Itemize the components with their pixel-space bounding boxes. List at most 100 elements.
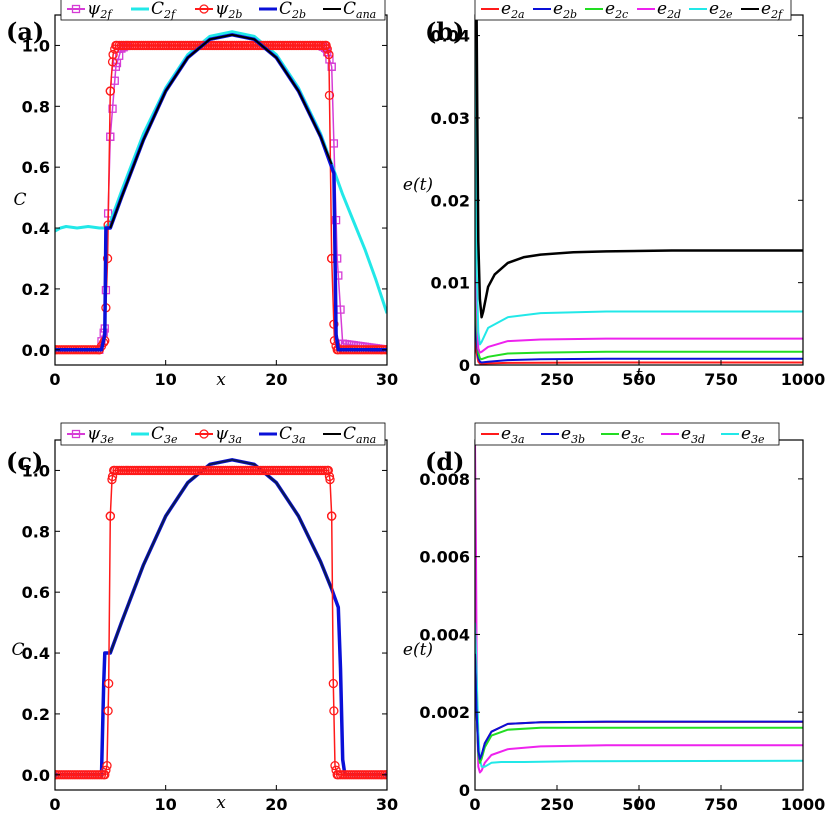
- panel-a: 0 10 20 300.00.20.40.60.81.0xC(a)ψ2f C2f ψ2b C…: [6, 0, 398, 390]
- legend-label-base: ψ: [87, 0, 101, 19]
- y-tick-label: 0.8: [22, 522, 50, 541]
- y-tick-label: 0.002: [419, 703, 470, 722]
- y-tick-label: 0.4: [22, 219, 50, 238]
- legend-label: ψ2f: [87, 0, 113, 21]
- marker-ψ3a: [101, 765, 111, 775]
- legend-label-base: ψ: [215, 424, 229, 444]
- legend-label-sub: ana: [356, 433, 376, 446]
- x-tick-label: 0: [49, 370, 60, 389]
- y-tick-label: 0.03: [431, 109, 470, 128]
- marker-ψ3a: [109, 465, 119, 476]
- legend: ψ3e C3e ψ3a C3a Cana: [60, 422, 386, 446]
- x-tick-label: 0: [49, 795, 60, 814]
- x-tick-label: 1000: [781, 370, 826, 389]
- x-tick-label: 500: [622, 795, 655, 814]
- legend-label: Cana: [343, 0, 376, 21]
- marker-ψ2b: [108, 49, 118, 60]
- legend-label-sub: ana: [356, 8, 376, 21]
- legend-label: e2a: [501, 0, 525, 21]
- x-axis-label: x: [216, 370, 226, 390]
- marker-ψ3a: [332, 770, 342, 780]
- marker-ψ2b: [321, 40, 331, 51]
- legend-box: [60, 422, 386, 446]
- marker-ψ3a: [323, 465, 333, 476]
- legend-box: [60, 0, 386, 21]
- y-tick-label: 0.04: [431, 27, 470, 46]
- x-tick-label: 750: [704, 370, 737, 389]
- legend-label-base: e: [501, 0, 511, 19]
- legend-label-base: e: [741, 424, 751, 444]
- marker-ψ3a: [105, 511, 115, 521]
- legend-label-sub: 2b: [562, 8, 577, 21]
- legend-marker: [71, 429, 81, 439]
- legend-label-sub: 3e: [751, 433, 765, 446]
- panel-c: 0 10 20 300.00.20.40.60.81.0xC(c)ψ3e C3e ψ3a C…: [6, 422, 398, 814]
- legend-label-base: e: [709, 0, 719, 19]
- y-axis-label: C: [11, 640, 24, 660]
- legend-label-sub: 3e: [100, 433, 114, 446]
- legend-label: ψ3a: [215, 424, 242, 446]
- legend-label-sub: 3e: [164, 433, 178, 446]
- legend-label-base: e: [501, 424, 511, 444]
- legend-label: C2b: [279, 0, 306, 21]
- legend-label-base: e: [605, 0, 615, 19]
- legend-label-base: e: [681, 424, 691, 444]
- legend-label-base: C: [343, 0, 356, 19]
- panel-label: (b): [425, 17, 465, 46]
- x-tick-label: 0: [469, 795, 480, 814]
- marker-ψ2b: [107, 57, 118, 67]
- y-tick-label: 0.0: [22, 766, 50, 785]
- series-group: [55, 30, 387, 355]
- y-tick-label: 0: [459, 781, 470, 800]
- legend-label-sub: 3a: [511, 433, 525, 446]
- legend-label: e2c: [605, 0, 628, 21]
- legend-label-sub: 2e: [718, 8, 733, 21]
- legend-label-base: C: [343, 424, 356, 444]
- x-tick-label: 20: [265, 795, 287, 814]
- series-line-e2f: [475, 15, 803, 319]
- legend-label-base: e: [657, 0, 667, 19]
- series-line-Cana: [109, 33, 333, 229]
- x-tick-label: 10: [155, 795, 177, 814]
- marker-ψ3a: [102, 761, 112, 771]
- panel-label: (a): [6, 17, 44, 46]
- series-group: [55, 458, 387, 780]
- legend-label: C3a: [279, 424, 306, 446]
- legend-label-sub: 2b: [227, 8, 242, 21]
- x-axis-label: t: [636, 793, 643, 813]
- legend-label-sub: 2d: [666, 8, 681, 21]
- x-tick-label: 10: [155, 370, 177, 389]
- y-tick-label: 0.6: [22, 583, 50, 602]
- x-tick-label: 1000: [781, 795, 826, 814]
- legend-label: C3e: [151, 424, 178, 446]
- legend-label-base: C: [151, 424, 164, 444]
- legend-label: ψ3e: [87, 424, 114, 446]
- marker-ψ3a: [100, 770, 110, 780]
- y-tick-label: 0: [459, 356, 470, 375]
- marker-ψ3a: [104, 678, 114, 689]
- y-tick-label: 0.8: [22, 97, 50, 116]
- y-tick-label: 0.02: [431, 191, 470, 210]
- legend-label-sub: 2a: [510, 8, 525, 21]
- legend-label-sub: 3a: [292, 433, 306, 446]
- x-tick-label: 20: [265, 370, 287, 389]
- plot-frame: [474, 439, 804, 791]
- legend-label: e3b: [561, 424, 585, 446]
- y-tick-label: 0.004: [419, 625, 470, 644]
- y-tick-label: 1.0: [22, 36, 50, 55]
- x-tick-label: 250: [540, 795, 573, 814]
- marker-ψ2b: [329, 319, 339, 329]
- legend: e2a e2b e2c e2d e2e e2f: [474, 0, 792, 21]
- y-tick-label: 0.6: [22, 158, 50, 177]
- x-tick-label: 500: [622, 370, 655, 389]
- x-tick-label: 0: [469, 370, 480, 389]
- y-tick-label: 0.01: [431, 274, 470, 293]
- series-line-C2b: [55, 33, 387, 352]
- marker-ψ2f: [108, 104, 117, 113]
- x-axis-label: t: [636, 365, 643, 385]
- y-axis-label: e(t): [403, 640, 433, 660]
- legend-label: e3d: [681, 424, 705, 446]
- series-group: [475, 440, 803, 774]
- legend-marker: [199, 4, 209, 14]
- series-line-e2d: [475, 117, 803, 354]
